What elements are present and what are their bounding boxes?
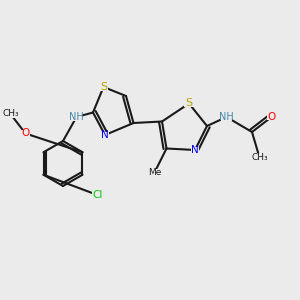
Bar [101, 132, 109, 138]
Bar [251, 153, 268, 162]
Text: NH: NH [69, 112, 84, 122]
Bar [92, 191, 103, 199]
Text: Cl: Cl [92, 190, 103, 200]
Text: Me: Me [148, 168, 161, 177]
Text: O: O [267, 112, 276, 122]
Text: NH: NH [219, 112, 234, 122]
Bar [184, 100, 194, 107]
Text: CH₃: CH₃ [2, 110, 19, 118]
Bar [191, 147, 199, 153]
Bar [267, 114, 276, 120]
Bar [150, 169, 159, 176]
Text: CH₃: CH₃ [251, 153, 268, 162]
Bar [99, 83, 108, 91]
Text: N: N [191, 145, 199, 155]
Text: N: N [101, 130, 109, 140]
Bar [221, 113, 232, 121]
Bar [2, 110, 19, 118]
Bar [21, 130, 30, 137]
Bar [71, 113, 82, 121]
Text: O: O [21, 128, 30, 139]
Text: S: S [100, 82, 107, 92]
Text: S: S [185, 98, 193, 109]
